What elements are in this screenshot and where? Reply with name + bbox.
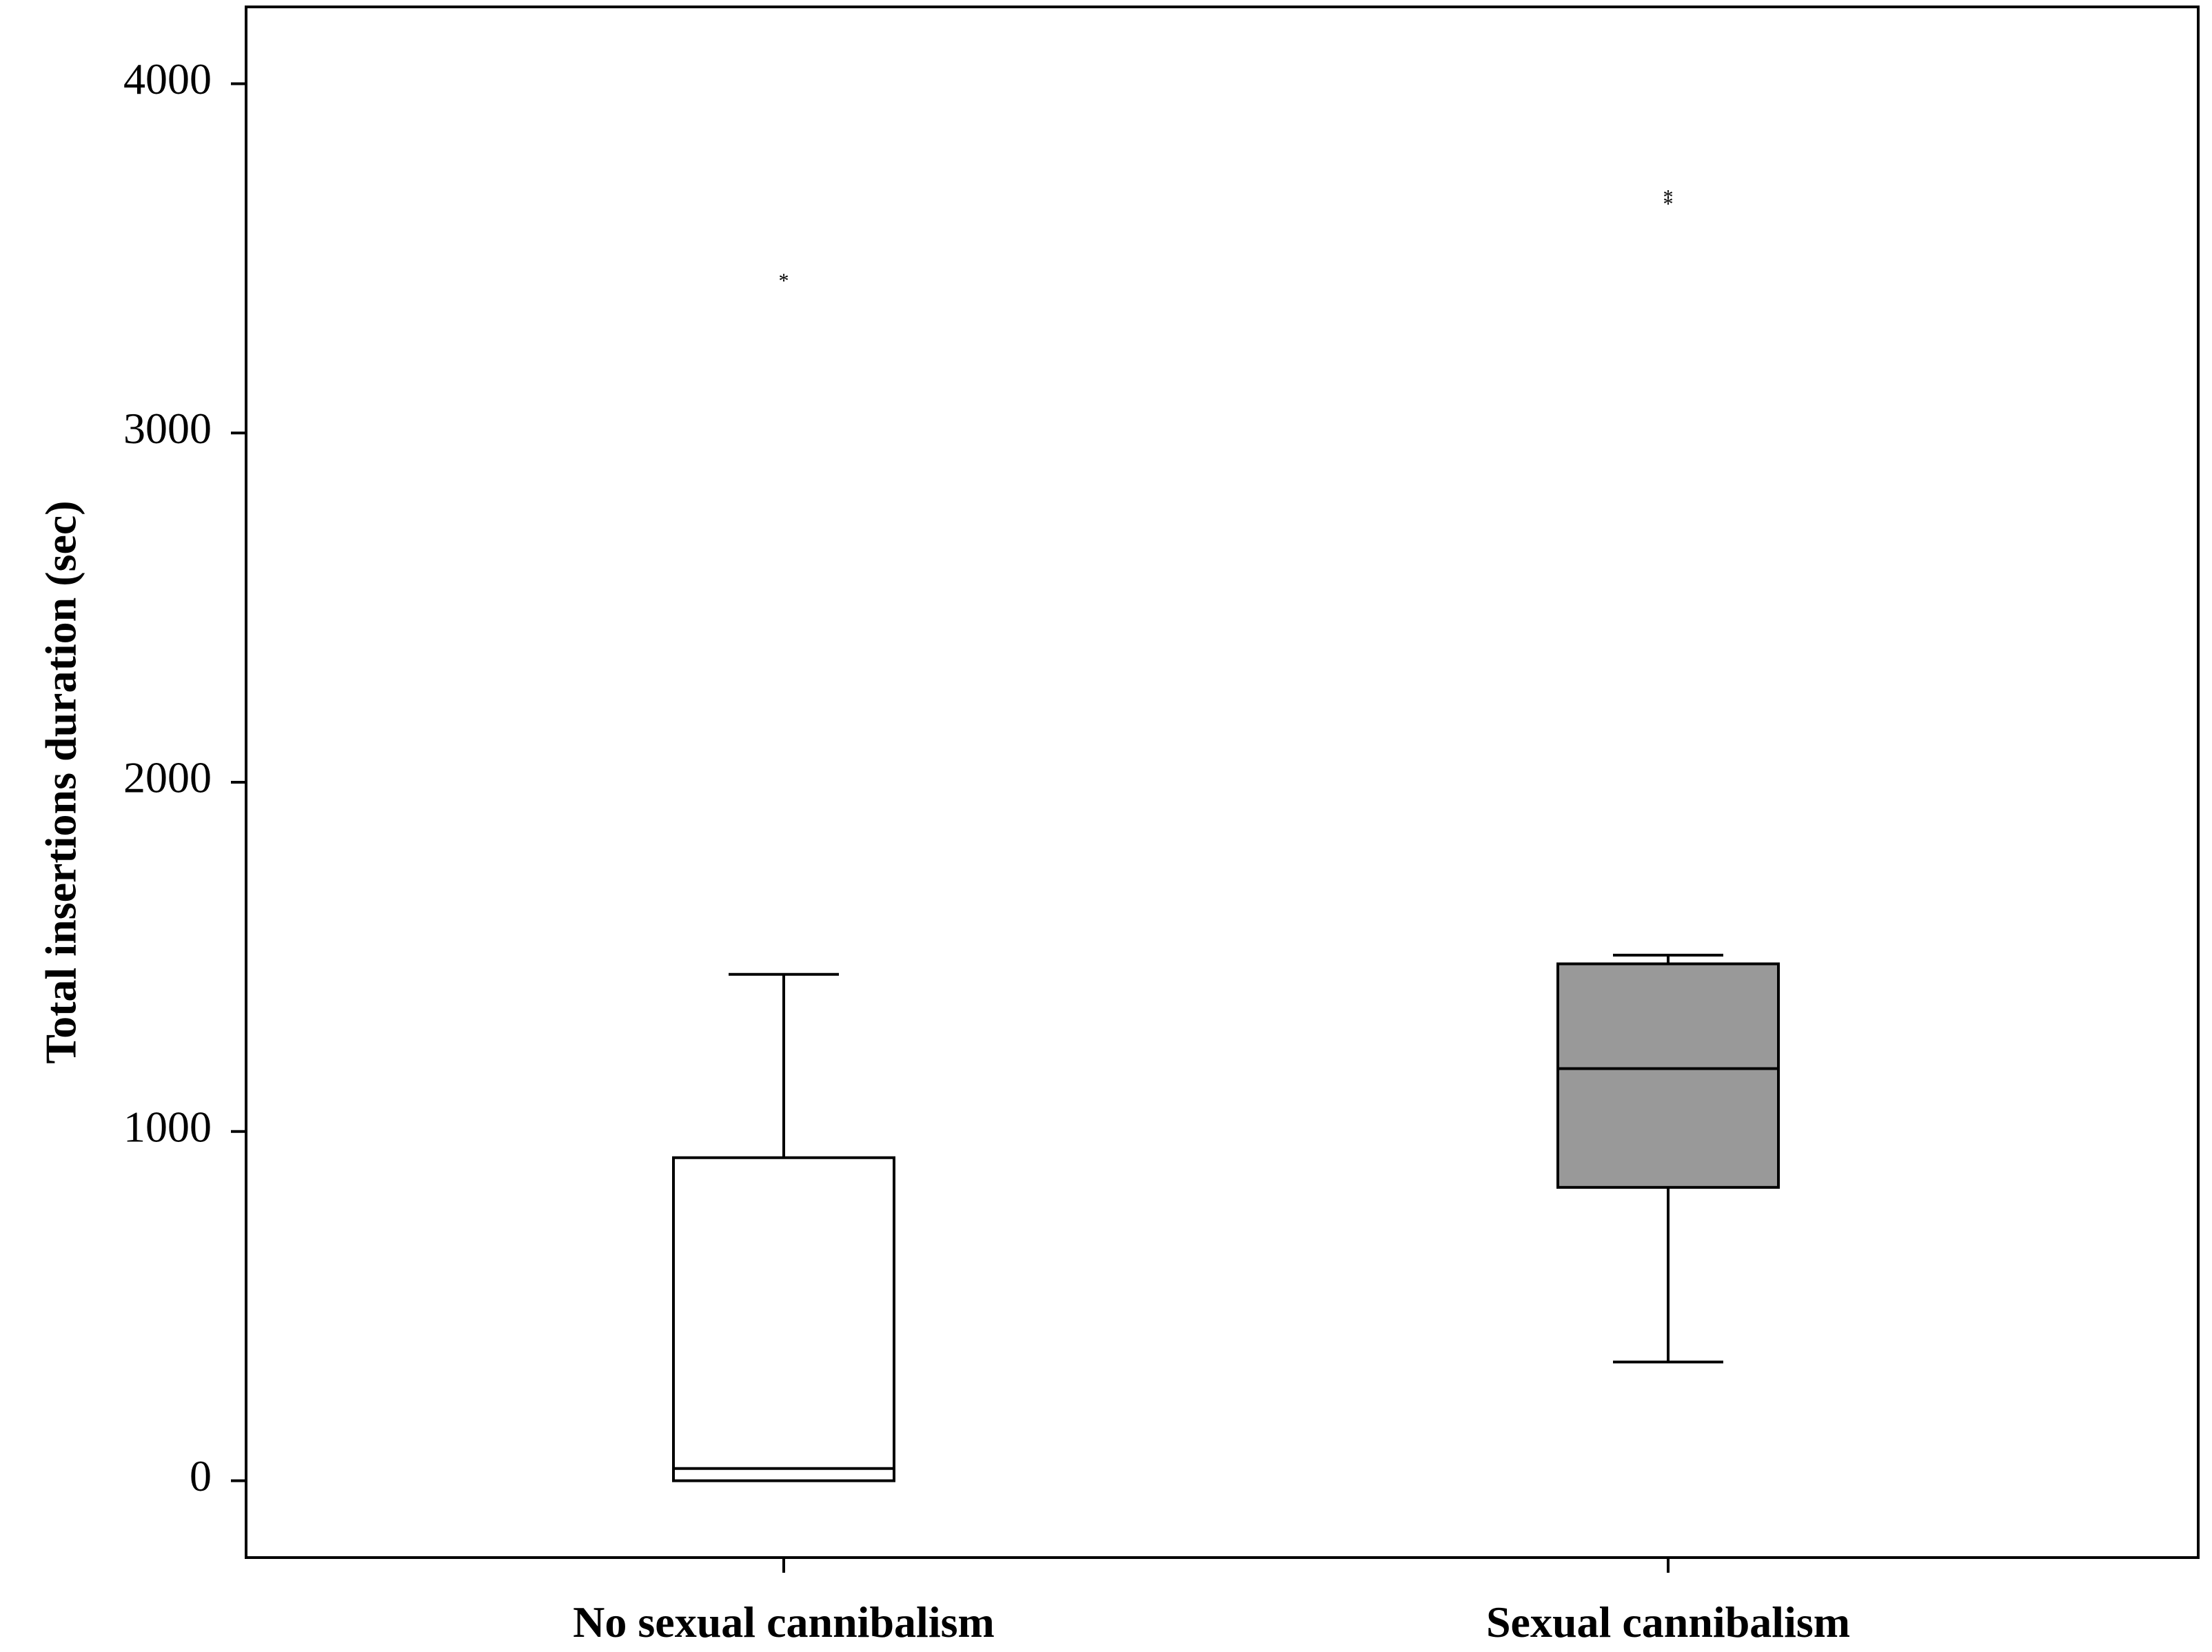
y-axis-title: Total insertions duration (sec) xyxy=(37,500,85,1063)
y-tick-label: 0 xyxy=(190,1451,212,1500)
x-axis: No sexual cannibalism Sexual cannibalism xyxy=(573,1558,1850,1646)
box-sexual-cannibalism: ** xyxy=(1556,186,1780,1364)
y-tick-label: 1000 xyxy=(123,1102,212,1151)
boxes: *** xyxy=(672,186,1780,1482)
y-tick-label: 2000 xyxy=(123,753,212,802)
box-no-sexual-cannibalism: * xyxy=(672,269,895,1482)
box-body xyxy=(1556,962,1780,1189)
box-body xyxy=(672,1156,895,1482)
outlier-point: * xyxy=(1663,193,1674,216)
plot-frame xyxy=(245,6,2200,1559)
y-tick-label: 3000 xyxy=(123,404,212,453)
x-category-label: Sexual cannibalism xyxy=(1486,1598,1850,1646)
x-category-label: No sexual cannibalism xyxy=(573,1598,995,1646)
y-axis: 0 1000 2000 3000 4000 xyxy=(123,54,246,1500)
y-tick-label: 4000 xyxy=(123,54,212,103)
outlier-point: * xyxy=(1663,186,1674,209)
outlier-point: * xyxy=(779,269,789,292)
